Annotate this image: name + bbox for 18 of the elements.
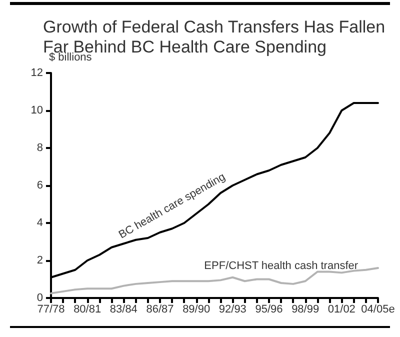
x-tick-label: 04/05e [361, 304, 395, 316]
x-tick-label: 98/99 [292, 304, 320, 316]
y-tick-label: 12 [30, 67, 43, 79]
x-tick-label: 92/93 [218, 304, 246, 316]
x-tick-label: 01/02 [328, 304, 356, 316]
x-tick-label: 83/84 [110, 304, 138, 316]
y-tick-label: 8 [36, 142, 43, 154]
x-tick-label: 77/78 [37, 304, 65, 316]
x-tick-label: 95/96 [255, 304, 283, 316]
x-tick-label: 80/81 [74, 304, 102, 316]
series-label: EPF/CHST health cash transfer [204, 260, 358, 272]
y-tick-label: 10 [30, 104, 43, 116]
y-tick-label: 2 [36, 254, 43, 266]
x-tick-label: 86/87 [146, 304, 174, 316]
y-tick-label: 6 [36, 180, 43, 192]
x-tick-label: 89/90 [182, 304, 210, 316]
y-tick-label: 0 [36, 292, 43, 304]
y-tick-label: 4 [36, 217, 43, 229]
